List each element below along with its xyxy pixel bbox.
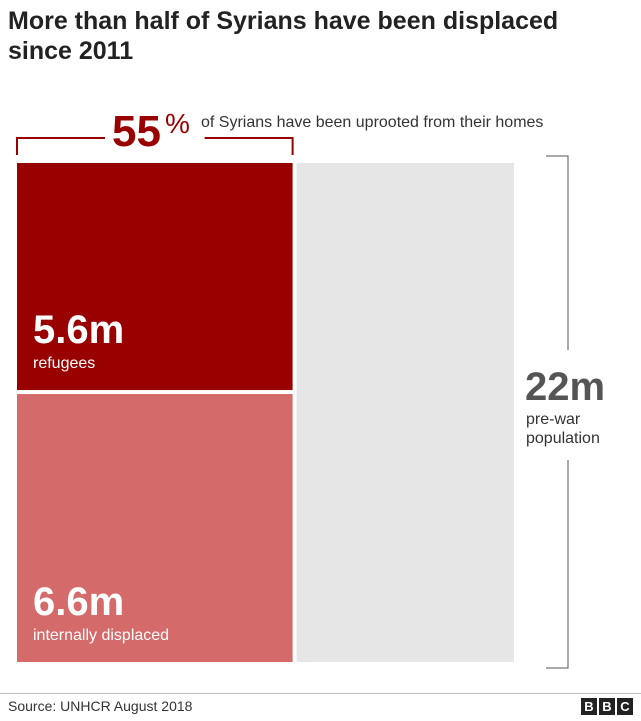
total-value-label: 22m [525, 365, 605, 409]
headline-percent-value: 55 [112, 107, 161, 156]
headline-bracket-right [204, 137, 294, 155]
total-caption-line: pre-war [526, 411, 581, 428]
bbc-logo-letter-3: C [617, 698, 633, 715]
headline-percent-unit: % [165, 108, 190, 139]
segment-name-label: refugees [33, 355, 95, 372]
total-caption-line: population [526, 430, 600, 447]
bbc-logo: B B C [581, 698, 633, 715]
total-bracket-bottom [546, 460, 569, 669]
total-bracket-top [546, 155, 569, 350]
segment-refugees [17, 163, 293, 391]
source-note: Source: UNHCR August 2018 [8, 698, 193, 714]
headline-text: of Syrians have been uprooted from their… [201, 114, 543, 131]
segment-internally-displaced [17, 394, 293, 662]
segment-name-label: internally displaced [33, 627, 169, 644]
bbc-logo-letter-1: B [581, 698, 597, 715]
headline-bracket-left [16, 137, 105, 155]
chart-svg: 5.6m refugees 6.6m internally displaced 55% o… [16, 107, 605, 669]
chart-title: More than half of Syrians have been disp… [8, 7, 559, 65]
footer-divider [0, 693, 641, 694]
segment-value-label: 5.6m [33, 308, 124, 352]
bbc-logo-letter-2: B [599, 698, 615, 715]
remainder-area [296, 163, 514, 662]
segment-value-label: 6.6m [33, 580, 124, 624]
